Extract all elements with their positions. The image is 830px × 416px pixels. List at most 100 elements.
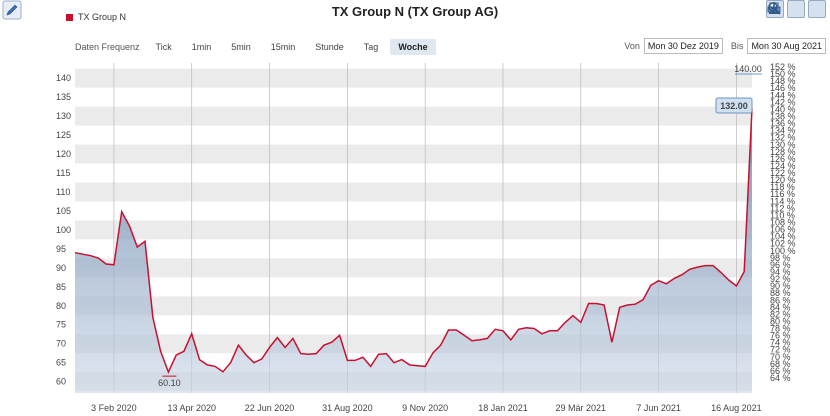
y-right-tick-label: 96 %: [770, 260, 791, 270]
x-tick-label: 7 Jun 2021: [636, 403, 681, 413]
y-tick-label: 105: [56, 206, 71, 216]
y-right-tick-label: 150 %: [770, 69, 796, 79]
x-tick-label: 13 Apr 2020: [167, 403, 216, 413]
y-right-tick-label: 114 %: [770, 196, 795, 206]
y-right-tick-label: 146 %: [770, 83, 796, 93]
y-tick-label: 75: [56, 320, 66, 330]
y-right-tick-label: 140 %: [770, 104, 796, 114]
y-right-tick-label: 128 %: [770, 147, 796, 157]
pencil-icon: [2, 0, 22, 20]
download-button[interactable]: [769, 0, 805, 18]
y-right-tick-label: 142 %: [770, 97, 796, 107]
toolbar: [766, 0, 826, 18]
y-tick-label: 90: [56, 263, 66, 273]
y-right-tick-label: 130 %: [770, 140, 796, 150]
grid-band: [75, 201, 752, 221]
freq-stunde[interactable]: Stunde: [315, 42, 344, 52]
y-right-tick-label: 116 %: [770, 189, 795, 199]
freq-1min[interactable]: 1min: [191, 42, 212, 52]
grid-band: [75, 239, 752, 259]
y-right-tick-label: 70 %: [770, 352, 791, 362]
freq-tag[interactable]: Tag: [363, 42, 379, 52]
y-right-tick-label: 86 %: [770, 295, 791, 305]
last-value-label: 132.00: [720, 101, 748, 111]
y-right-tick-label: 88 %: [770, 288, 791, 298]
y-right-tick-label: 92 %: [770, 274, 791, 284]
x-tick-label: 16 Aug 2021: [711, 403, 762, 413]
y-right-tick-label: 98 %: [770, 253, 791, 263]
freq-woche[interactable]: Woche: [390, 39, 436, 55]
y-right-tick-label: 112 %: [770, 203, 795, 213]
from-date-input[interactable]: Mon 30 Dez 2019: [643, 38, 723, 54]
y-right-tick-label: 136 %: [770, 119, 796, 129]
date-range: Von Mon 30 Dez 2019 Bis Mon 30 Aug 2021: [624, 38, 826, 54]
freq-tick[interactable]: Tick: [155, 42, 172, 52]
y-right-tick-label: 68 %: [770, 359, 791, 369]
y-right-tick-label: 74 %: [770, 338, 791, 348]
y-tick-label: 125: [56, 130, 71, 140]
last-value-box: [715, 97, 753, 114]
y-tick-label: 130: [56, 111, 71, 121]
legend-label: TX Group N: [78, 12, 127, 22]
grid-band: [75, 106, 752, 126]
grid-band: [75, 220, 752, 240]
from-label: Von: [624, 41, 640, 51]
freq-5min[interactable]: 5min: [231, 42, 251, 52]
y-right-tick-label: 66 %: [770, 366, 791, 376]
y-tick-label: 65: [56, 358, 66, 368]
grid-band: [75, 163, 752, 183]
x-tick-label: 18 Jan 2021: [478, 403, 528, 413]
y-right-tick-label: 152 %: [770, 62, 796, 72]
y-tick-label: 60: [56, 377, 66, 387]
y-right-tick-label: 118 %: [770, 182, 795, 192]
y-right-tick-label: 120 %: [770, 175, 796, 185]
grid-band: [75, 87, 752, 107]
y-tick-label: 120: [56, 149, 71, 159]
y-right-tick-label: 84 %: [770, 302, 791, 312]
y-right-tick-label: 126 %: [770, 154, 796, 164]
y-right-tick-label: 106 %: [770, 225, 796, 235]
y-right-tick-label: 148 %: [770, 76, 796, 86]
y-tick-label: 95: [56, 244, 66, 254]
y-tick-label: 70: [56, 339, 66, 349]
grid-band: [75, 277, 752, 297]
y-right-tick-label: 82 %: [770, 309, 791, 319]
grid-band: [75, 125, 752, 145]
freq-15min[interactable]: 15min: [270, 42, 296, 52]
x-tick-label: 9 Nov 2020: [402, 403, 448, 413]
y-right-tick-label: 94 %: [770, 267, 791, 277]
zoom-button[interactable]: [768, 0, 826, 18]
grid-band: [75, 296, 752, 316]
y-tick-label: 80: [56, 301, 66, 311]
min-label: 60.10: [158, 378, 181, 388]
y-right-tick-label: 110 %: [770, 210, 795, 220]
grid-band: [75, 68, 752, 88]
chart-title: TX Group N (TX Group AG): [331, 4, 499, 19]
x-tick-label: 29 Mär 2021: [556, 403, 607, 413]
y-right-tick-label: 132 %: [770, 133, 796, 143]
legend-swatch: [66, 13, 73, 21]
y-tick-label: 110: [56, 187, 70, 197]
zoom-icon: [768, 2, 781, 15]
y-right-tick-label: 76 %: [770, 331, 791, 341]
max-label: 140.00: [734, 64, 762, 74]
y-right-tick-label: 124 %: [770, 161, 796, 171]
y-right-tick-label: 90 %: [770, 281, 791, 291]
grid-band: [75, 144, 752, 164]
y-right-tick-label: 72 %: [770, 345, 791, 355]
y-right-tick-label: 102 %: [770, 239, 796, 249]
legend[interactable]: TX Group N: [66, 12, 126, 22]
edit-button[interactable]: [2, 0, 22, 20]
frequency-label: Daten Frequenz: [75, 42, 140, 52]
y-tick-label: 100: [56, 225, 71, 235]
to-label: Bis: [730, 41, 744, 51]
y-tick-label: 85: [56, 282, 66, 292]
frequency-bar: Daten Frequenz Tick 1min 5min 15min Stun…: [75, 38, 440, 56]
to-date-input[interactable]: Mon 30 Aug 2021: [747, 38, 826, 54]
y-right-tick-label: 108 %: [770, 218, 796, 228]
price-line: [74, 108, 753, 375]
y-right-tick-label: 80 %: [770, 316, 791, 326]
grid-band: [75, 182, 752, 202]
x-tick-label: 3 Feb 2020: [91, 403, 137, 413]
